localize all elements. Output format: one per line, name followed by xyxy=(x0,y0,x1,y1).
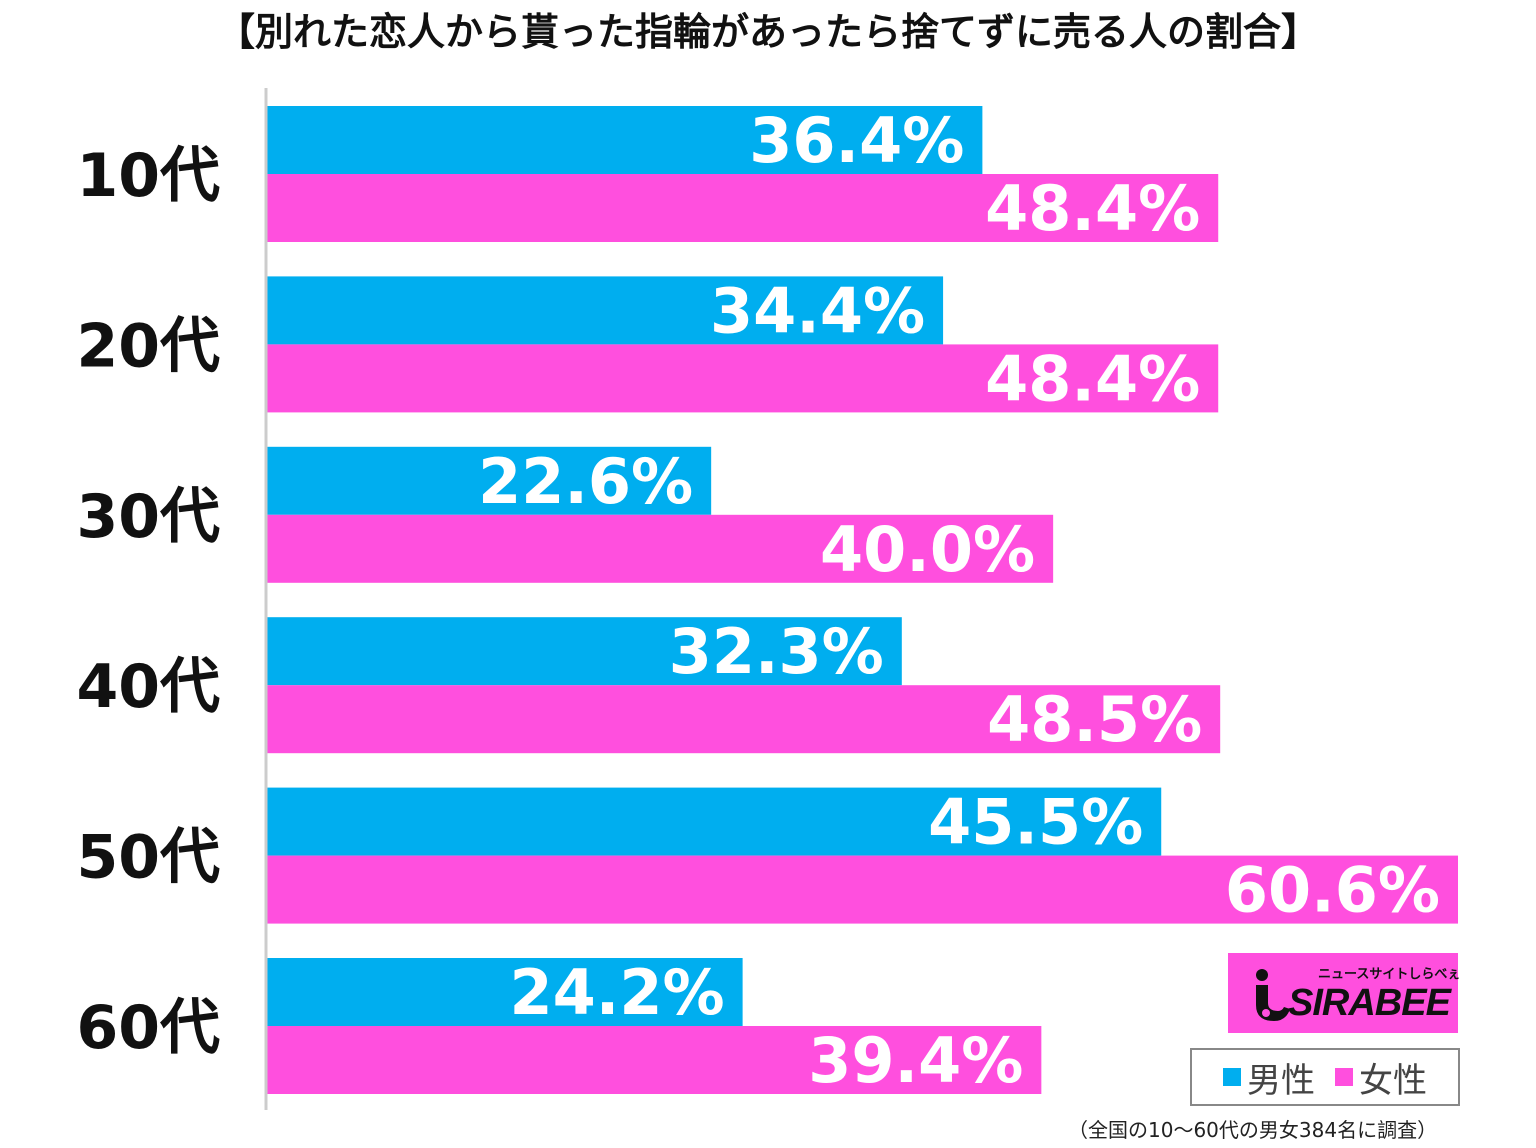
bar-female xyxy=(267,514,1054,583)
sirabee-i-icon xyxy=(1256,969,1290,1021)
legend: 男性 女性 xyxy=(1190,1048,1460,1106)
sirabee-logo: ニュースサイトしらべぇ SIRABEE xyxy=(1228,953,1461,1033)
data-label-male: 36.4% xyxy=(749,104,964,177)
data-label-male: 24.2% xyxy=(510,956,725,1029)
bar-female xyxy=(267,1026,1042,1094)
data-label-male: 45.5% xyxy=(928,786,1143,859)
category-label: 20代 xyxy=(77,311,221,381)
logo-tagline: ニュースサイトしらべぇ xyxy=(1318,967,1461,982)
logo-wordmark: SIRABEE xyxy=(1288,982,1451,1024)
bar-female xyxy=(267,855,1458,924)
bars-layer xyxy=(267,106,1458,1094)
data-label-male: 22.6% xyxy=(478,445,693,518)
legend-label-female: 女性 xyxy=(1359,1060,1427,1101)
bar-male xyxy=(267,787,1162,856)
data-label-female: 60.6% xyxy=(1225,854,1440,927)
category-label: 50代 xyxy=(77,823,221,893)
data-label-male: 32.3% xyxy=(669,615,884,688)
bar-male xyxy=(267,617,902,686)
category-label: 60代 xyxy=(77,993,221,1063)
labels-layer: 10代 36.4% 48.4% 20代 34.4% 48.4% 30代 22.6% 40.0% 4… xyxy=(77,104,1441,1097)
bar-female xyxy=(267,344,1219,413)
footnote: （全国の10〜60代の男女384名に調査） xyxy=(1068,1118,1438,1142)
legend-swatch-male xyxy=(1223,1068,1241,1086)
data-label-female: 48.4% xyxy=(985,342,1200,415)
category-label: 30代 xyxy=(77,482,221,552)
category-label: 40代 xyxy=(77,652,221,722)
legend-item-male: 男性 xyxy=(1223,1053,1315,1102)
chart-title: 【別れた恋人から貰った指輪があったら捨てずに売る人の割合】 xyxy=(216,10,1319,54)
legend-label-male: 男性 xyxy=(1247,1060,1315,1101)
legend-swatch-female xyxy=(1335,1068,1353,1086)
bar-female xyxy=(267,174,1219,242)
data-label-female: 39.4% xyxy=(808,1024,1023,1097)
bar-male xyxy=(267,276,944,345)
bar-male xyxy=(267,958,743,1026)
bar-male xyxy=(267,446,712,515)
data-label-female: 48.5% xyxy=(987,683,1202,756)
data-label-female: 48.4% xyxy=(985,172,1200,245)
category-label: 10代 xyxy=(77,141,221,211)
legend-item-female: 女性 xyxy=(1335,1053,1427,1102)
data-label-female: 40.0% xyxy=(820,513,1035,586)
data-label-male: 34.4% xyxy=(710,274,925,347)
bar-female xyxy=(267,685,1221,754)
bar-male xyxy=(267,106,983,174)
